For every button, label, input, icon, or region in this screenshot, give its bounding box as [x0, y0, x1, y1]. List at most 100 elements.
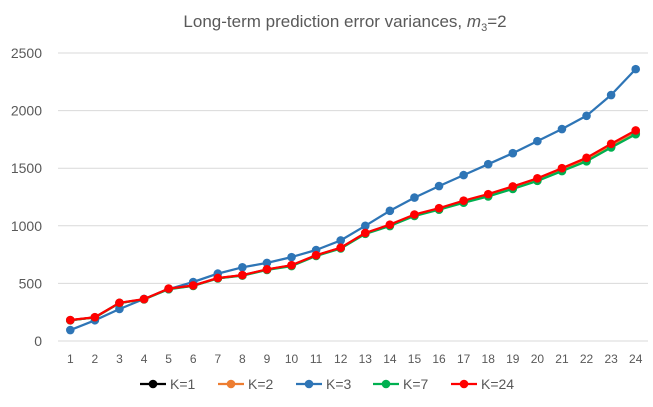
x-tick-label: 20: [531, 352, 545, 366]
y-tick-label: 1000: [11, 218, 42, 234]
data-point: [65, 325, 75, 335]
data-point: [533, 136, 542, 146]
data-point: [311, 250, 321, 260]
x-tick-label: 9: [264, 352, 271, 366]
data-point: [557, 163, 567, 173]
data-point: [65, 315, 75, 325]
series-line: [70, 132, 637, 322]
data-point: [606, 90, 616, 100]
y-tick-label: 0: [34, 333, 42, 349]
data-point: [360, 228, 370, 238]
data-point: [483, 159, 493, 169]
data-point: [410, 193, 419, 202]
x-tick-label: 19: [506, 352, 520, 366]
x-axis-tick-labels: 1 2 3 4 5 6 7 8 9 10 11 12 13 14 15 16 17 18 19 20 21 22 23 24: [67, 352, 643, 366]
series-line: [69, 68, 637, 332]
legend-swatch-marker: [226, 379, 236, 389]
chart-title-main: Long-term prediction error variances,: [183, 12, 466, 31]
data-point: [385, 220, 395, 229]
legend-label: K=2: [248, 376, 274, 392]
x-tick-label: 21: [555, 352, 569, 366]
series-k-24: [65, 126, 641, 325]
data-point: [508, 148, 518, 158]
x-tick-label: 4: [141, 352, 148, 366]
data-point: [434, 181, 444, 191]
x-tick-label: 5: [165, 352, 172, 366]
chart-title: Long-term prediction error variances, m3…: [183, 12, 506, 34]
x-tick-label: 6: [190, 352, 197, 366]
legend-item: K=1: [140, 376, 196, 392]
legend-item: K=24: [451, 376, 514, 392]
x-tick-label: 1: [67, 352, 74, 366]
data-point: [90, 312, 100, 322]
series-line: [70, 133, 637, 322]
gridlines: [58, 52, 648, 342]
data-point: [631, 126, 641, 135]
legend-label: K=24: [481, 376, 514, 392]
data-point: [238, 270, 247, 280]
x-tick-label: 15: [408, 352, 422, 366]
data-point: [508, 182, 518, 191]
data-point: [410, 210, 419, 219]
data-point: [434, 203, 444, 213]
x-tick-label: 23: [604, 352, 618, 366]
legend-item: K=7: [373, 376, 429, 392]
data-point: [631, 64, 641, 74]
data-point: [483, 189, 493, 199]
legend-label: K=1: [170, 376, 196, 392]
data-point: [606, 139, 616, 149]
legend-swatch-marker: [381, 379, 391, 389]
data-point: [557, 124, 567, 134]
series-line: [70, 132, 637, 322]
data-point: [287, 252, 296, 262]
x-tick-label: 7: [214, 352, 221, 366]
data-point: [582, 111, 591, 121]
legend-item: K=2: [218, 376, 274, 392]
data-point: [188, 281, 198, 290]
legend-swatch-marker: [148, 379, 158, 389]
data-point: [582, 153, 591, 163]
x-tick-label: 10: [285, 352, 299, 366]
legend: K=1 K=2 K=3 K=7 K=24: [140, 376, 514, 392]
data-point: [238, 262, 247, 272]
x-tick-label: 2: [92, 352, 99, 366]
y-axis-tick-labels: 0 500 1000 1500 2000 2500: [11, 45, 42, 349]
x-tick-label: 13: [359, 352, 373, 366]
legend-swatch-marker: [459, 379, 469, 389]
legend-label: K=3: [326, 376, 352, 392]
series-line: [70, 129, 637, 322]
x-tick-label: 16: [432, 352, 446, 366]
data-point: [336, 236, 346, 245]
data-point: [139, 294, 149, 304]
series-layer: [65, 64, 641, 335]
y-tick-label: 2500: [11, 45, 42, 61]
chart-title-tail: =2: [487, 12, 506, 31]
data-point: [115, 304, 124, 314]
data-point: [385, 206, 395, 216]
x-tick-label: 24: [629, 352, 643, 366]
data-point: [459, 170, 468, 180]
x-tick-label: 3: [116, 352, 123, 366]
chart-title-var: m: [467, 12, 481, 31]
data-point: [164, 284, 173, 293]
x-tick-label: 11: [310, 352, 323, 366]
data-point: [459, 196, 468, 205]
data-point: [262, 265, 272, 274]
y-tick-label: 500: [19, 275, 43, 291]
data-point: [533, 174, 542, 183]
x-tick-label: 14: [383, 352, 397, 366]
x-tick-label: 8: [239, 352, 246, 366]
legend-item: K=3: [296, 376, 352, 392]
data-point: [360, 221, 370, 231]
data-point: [115, 298, 124, 308]
x-tick-label: 12: [334, 352, 348, 366]
x-tick-label: 17: [457, 352, 471, 366]
legend-label: K=7: [403, 376, 429, 392]
data-point: [287, 260, 296, 270]
x-tick-label: 22: [580, 352, 594, 366]
x-tick-label: 18: [482, 352, 496, 366]
series-k-3: [65, 64, 641, 335]
chart-title-subscript: 3: [481, 22, 487, 34]
